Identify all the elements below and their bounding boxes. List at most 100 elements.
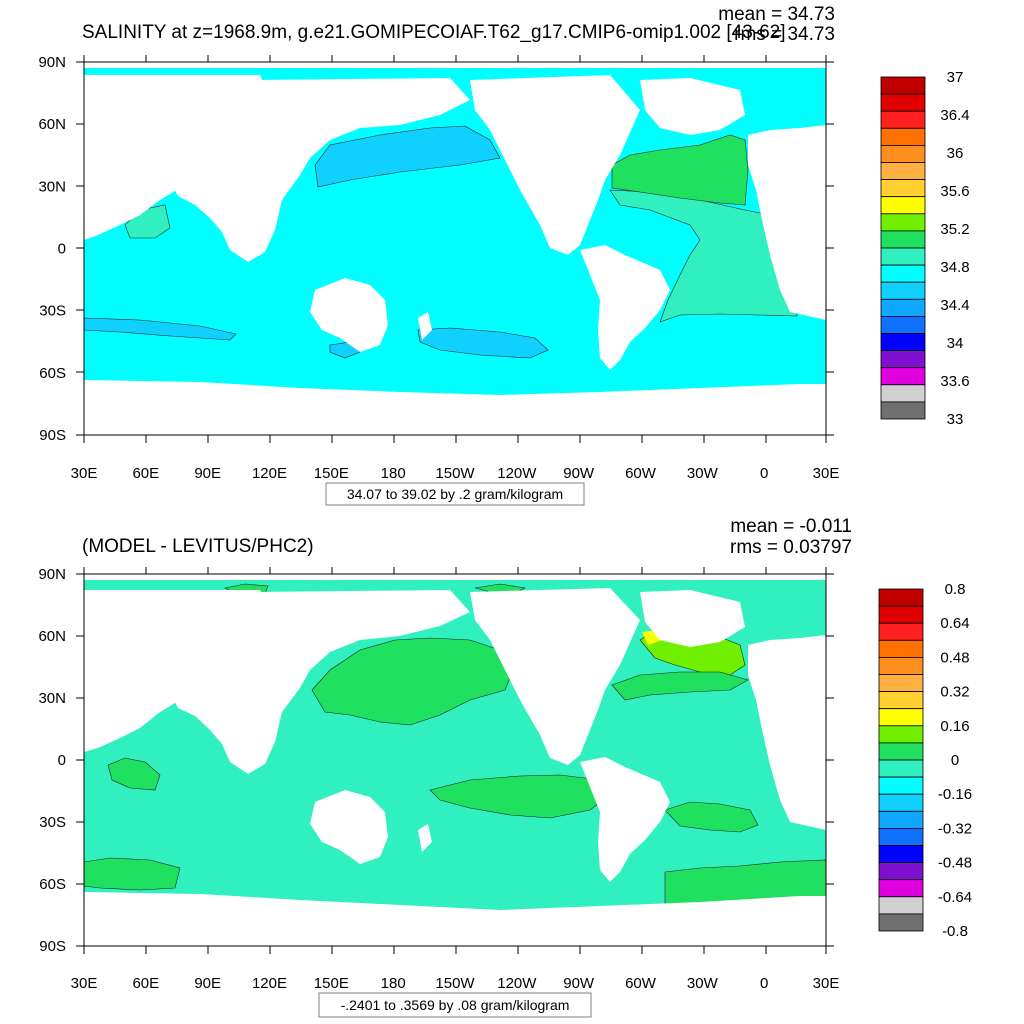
x-tick-label: 60W [625,465,657,482]
x-tick-label: 90E [194,975,221,992]
colorbar-labels: 37 36.4 36 35.6 35.2 34.8 34.4 34 33.6 33 [940,69,969,428]
region-north-atlantic-patch [611,671,749,701]
colorbar-label: 0.48 [940,649,969,666]
y-tick-label: 90S [39,938,66,955]
colorbar-label: 35.6 [940,183,969,200]
colorbar-label: 0.16 [940,718,969,735]
colorbar-swatch [878,879,924,898]
colorbar-swatch [878,862,924,881]
colorbar-labels: 0.8 0.64 0.48 0.32 0.16 0 -0.16 -0.32 -0.48 -0.64… [938,581,972,940]
colorbar-swatch [878,896,924,915]
colorbar-swatch [880,110,926,129]
colorbar-label: 0.8 [945,581,966,598]
colorbar-label: -0.48 [938,855,972,872]
colorbar-swatch [880,315,926,334]
region-indian-ocean-west [83,857,181,891]
colorbar-swatch [880,384,926,403]
x-tick-label: 120W [497,465,537,482]
colorbar-label: 36 [947,145,964,162]
range-box [325,482,585,506]
colorbar-swatch [880,367,926,386]
colorbar-swatch [878,708,924,727]
x-tick-label: 150E [314,975,349,992]
x-tick-label: 30W [687,975,719,992]
colorbar-swatch [880,76,926,95]
colorbar-swatch [878,674,924,693]
y-tick-label: 30N [38,690,66,707]
land-arctic [84,576,826,580]
y-tick-label: 30S [39,814,66,831]
colorbar-swatch [880,247,926,266]
y-tick-labels: 90N 60N 30N 0 30S 60S 90S [38,54,66,444]
colorbar-label: 33.6 [940,373,969,390]
range-text: 34.07 to 39.02 by .2 gram/kilogram [347,486,563,502]
colorbar-swatch [878,793,924,812]
land-africa [84,75,280,240]
colorbar-swatch [878,913,924,932]
y-tick-label: 30N [38,178,66,195]
colorbar-label: 0 [951,752,959,769]
region-north-atlantic [609,189,798,323]
land-new-zealand [418,824,432,852]
colorbar-swatch [878,639,924,658]
colorbar-swatch [878,657,924,675]
colorbar-swatch [878,776,924,795]
rms-stat: rms = 0.03797 [730,537,852,558]
colorbar-swatch [880,281,926,300]
colorbar-swatch [878,588,924,607]
colorbar-swatch [880,196,926,215]
colorbar-label: 0.32 [940,684,969,701]
y-tick-label: 90N [38,54,66,71]
x-tick-label: 150W [435,975,475,992]
colorbar-label: -0.16 [938,786,972,803]
colorbar-swatch [878,742,924,761]
colorbar-swatch [880,213,926,232]
salinity-panel: SALINITY at z=1968.9m, g.e21.GOMIPECOIAF… [38,4,970,506]
land-europe-africa-east [748,635,826,830]
region-north-pacific [314,125,501,188]
x-tick-label: 120W [497,975,537,992]
y-tick-label: 30S [39,303,66,320]
y-tick-label: 90S [39,427,66,444]
mean-stat: mean = -0.011 [730,516,852,537]
x-tick-label: 120E [252,975,287,992]
colorbar-swatch [880,93,926,112]
land-antarctica [84,380,826,405]
colorbar-label: 34.8 [940,259,969,276]
colorbar-label: 34 [947,335,964,352]
land-africa [84,590,280,752]
plot-frame [83,61,827,436]
colorbar-label: -0.32 [938,820,972,837]
colorbar-swatch [880,179,926,198]
map-area [76,55,834,443]
region-nordic-green [611,134,749,206]
difference-panel: (MODEL - LEVITUS/PHC2) mean = -0.011 rms… [38,516,972,1018]
colorbar-swatch [878,759,924,778]
axis-ticks [76,567,834,954]
region-arabian-patch [107,757,161,791]
x-tick-label: 90W [563,975,595,992]
land [84,64,826,405]
colorbar-label: 36.4 [940,107,969,124]
colorbar [880,76,926,420]
x-tick-label: 0 [760,465,768,482]
land-asia [175,78,470,262]
x-tick-labels: 30E 60E 90E 120E 150E 180 150W 120W 90W 60W 30W 0 30… [71,975,840,992]
x-tick-labels: 30E 60E 90E 120E 150E 180 150W 120W 90W 60W 30W 0 30… [71,465,840,482]
land-south-america [580,757,670,882]
x-tick-label: 90W [563,465,595,482]
mean-stat: mean = 34.73 [718,4,835,25]
x-tick-label: 90E [194,465,221,482]
colorbar-swatch [880,127,926,146]
land-greenland [640,590,745,647]
colorbar-swatch [880,298,926,317]
colorbar-swatch [878,828,924,846]
y-tick-labels: 90N 60N 30N 0 30S 60S 90S [38,566,66,955]
colorbar-swatch [880,144,926,163]
x-tick-label: 60W [625,975,657,992]
colorbar-swatch [878,810,924,829]
x-tick-label: 60E [132,975,159,992]
region-arctic-patch-2 [474,583,526,594]
x-tick-label: 60E [132,465,159,482]
